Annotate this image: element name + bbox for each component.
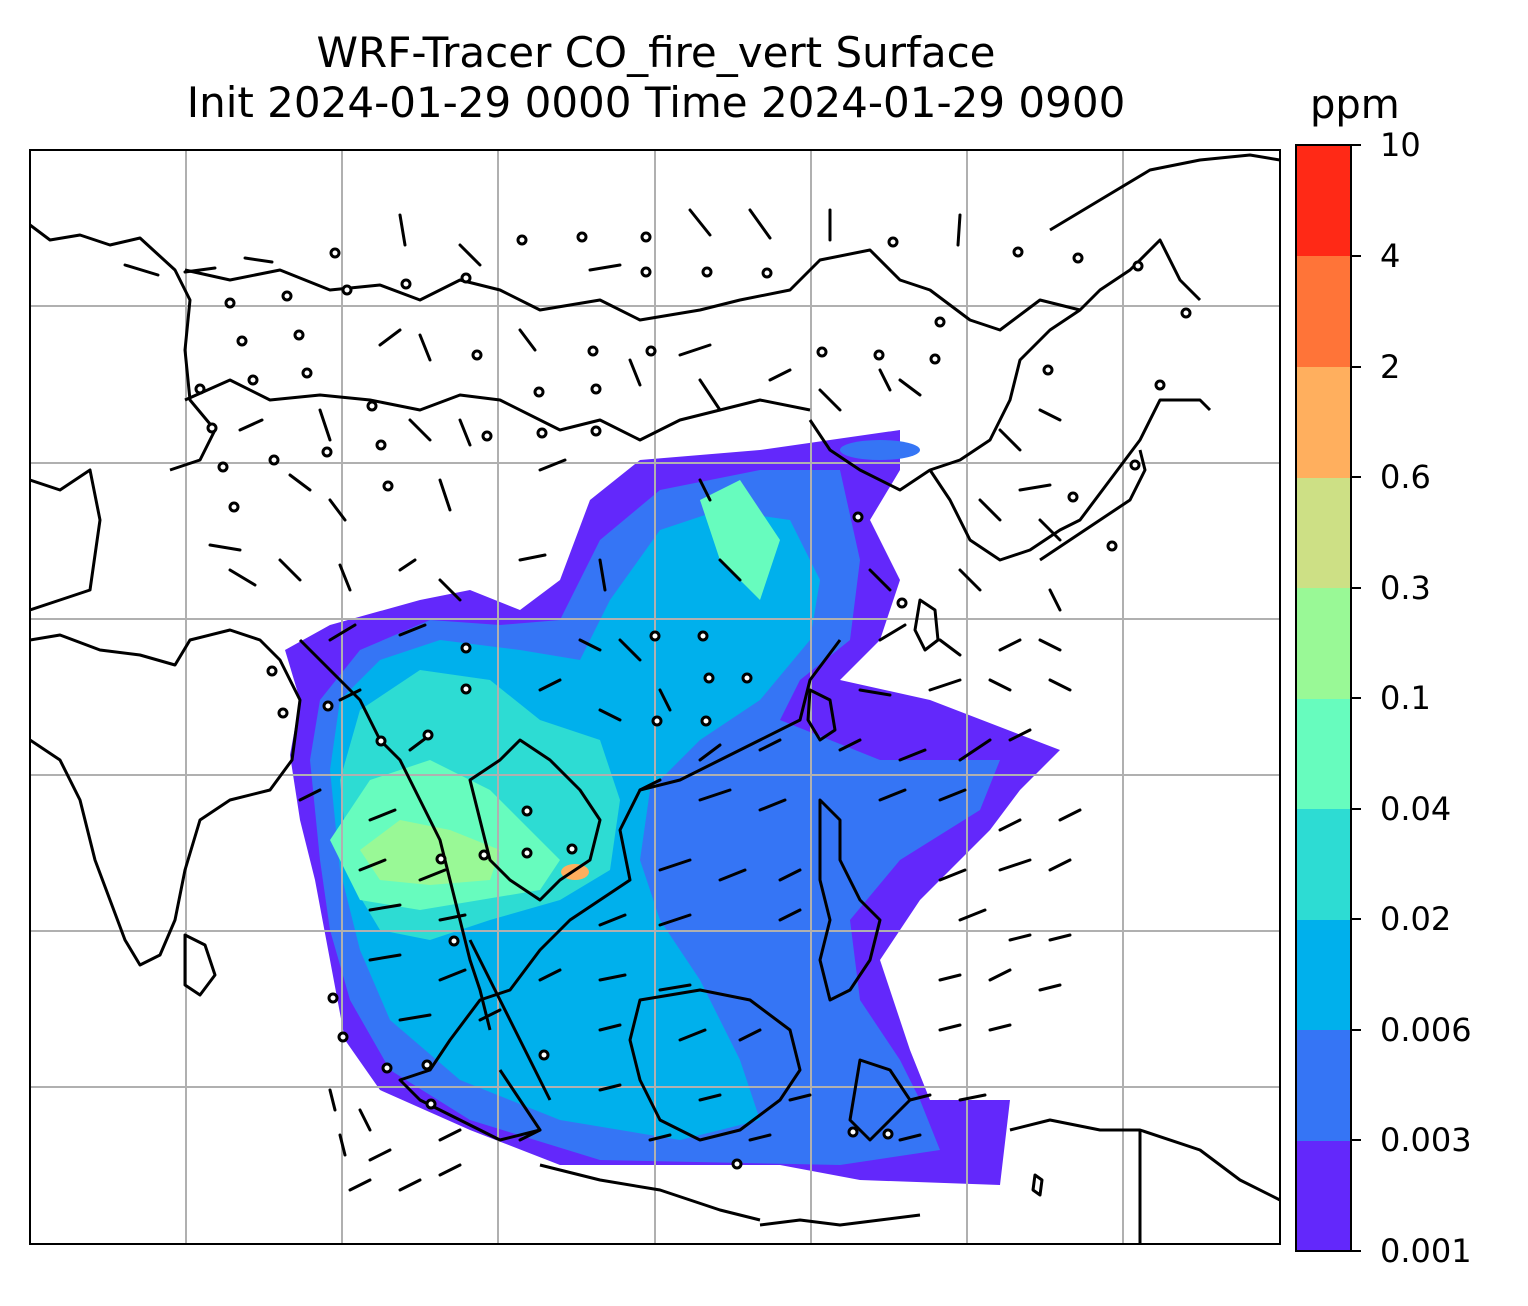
barb-row-7 — [338, 678, 1072, 722]
philippines — [818, 798, 882, 1002]
colorbar-tick-label: 0.02 — [1380, 900, 1452, 938]
plume-east-streak — [840, 440, 920, 460]
barb-row-10 — [358, 858, 1072, 882]
colorbar-swatch-6 — [1296, 588, 1351, 699]
plume-nw-streak — [700, 480, 780, 600]
barb-row-16 — [348, 1163, 462, 1192]
java-sumatra — [539, 1163, 761, 1222]
himalaya-border — [184, 378, 811, 442]
indochina-inner — [468, 738, 602, 902]
small-island — [1031, 1173, 1044, 1197]
barb-row-12 — [368, 953, 1062, 992]
colorbar-tick-label: 2 — [1380, 348, 1401, 386]
colorbar-tick-label: 10 — [1380, 126, 1421, 164]
china-coast — [808, 238, 1202, 492]
colorbar-tick-label: 0.6 — [1380, 458, 1431, 496]
colorbar-swatch-5 — [1296, 698, 1351, 809]
borneo — [628, 988, 802, 1142]
colorbar-swatch-9 — [1296, 256, 1351, 367]
barb-row-9 — [298, 778, 1082, 832]
colorbar-swatch-4 — [1296, 809, 1351, 920]
se-asia-coast — [398, 639, 842, 1142]
barb-row-1 — [123, 208, 962, 277]
colorbar-swatch-8 — [1296, 367, 1351, 478]
sri-lanka — [183, 933, 217, 997]
malay-peninsula — [468, 939, 552, 1101]
barb-row-3 — [238, 378, 1062, 452]
colorbar-tick-label: 4 — [1380, 237, 1401, 275]
colorbar-swatch-1 — [1296, 1140, 1351, 1251]
colorbar-tick-label: 0.001 — [1380, 1232, 1472, 1270]
colorbar-tick-label: 0.003 — [1380, 1121, 1472, 1159]
coastlines — [30, 153, 1280, 1244]
north-border-2 — [184, 248, 1081, 332]
plume-level-6 — [360, 820, 500, 885]
colorbar-ticks — [1351, 144, 1361, 1252]
barb-row-14 — [328, 1083, 987, 1132]
colorbar-tick-label: 0.006 — [1380, 1011, 1472, 1049]
barb-row-11 — [368, 903, 1072, 942]
barb-row-2 — [378, 263, 922, 397]
myanmar-coast — [298, 638, 492, 1031]
hainan — [806, 688, 837, 742]
colorbar-swatch-3 — [1296, 919, 1351, 1030]
colorbar-tick-label: 0.04 — [1380, 790, 1452, 828]
colorbar-swatch-2 — [1296, 1030, 1351, 1141]
barb-row-5 — [208, 543, 1062, 612]
gridlines — [30, 150, 1280, 1244]
taiwan — [913, 598, 940, 652]
co-fire-field — [285, 430, 1060, 1185]
japan-islands — [1039, 449, 1147, 562]
barb-row-4 — [288, 458, 1062, 542]
india-coast — [30, 628, 302, 967]
colorbar-tick-label: 0.1 — [1380, 679, 1431, 717]
map-title-line2: Init 2024-01-29 0000 Time 2024-01-29 090… — [186, 78, 1126, 127]
calm-circles — [194, 231, 1192, 1170]
timor — [759, 1213, 921, 1227]
colorbar-swatch-10 — [1296, 145, 1351, 256]
new-guinea — [1009, 1118, 1280, 1202]
colorbar-swatch-7 — [1296, 477, 1351, 588]
map-frame — [29, 149, 1281, 1245]
colorbar — [1295, 144, 1361, 1252]
barb-row-6 — [328, 623, 1062, 662]
siberia-coast — [1049, 153, 1280, 232]
barb-row-15 — [338, 1128, 922, 1162]
colorbar-unit: ppm — [1310, 82, 1400, 128]
sulawesi — [848, 1058, 912, 1142]
map-title-line1: WRF-Tracer CO_fire_vert Surface — [316, 28, 996, 77]
korea-japan — [928, 398, 1212, 562]
arabia-coast — [30, 468, 102, 612]
barb-row-13 — [398, 1008, 1012, 1042]
colorbar-tick-label: 0.3 — [1380, 569, 1431, 607]
north-border-1 — [30, 223, 217, 472]
wind-barbs — [123, 208, 1082, 1192]
